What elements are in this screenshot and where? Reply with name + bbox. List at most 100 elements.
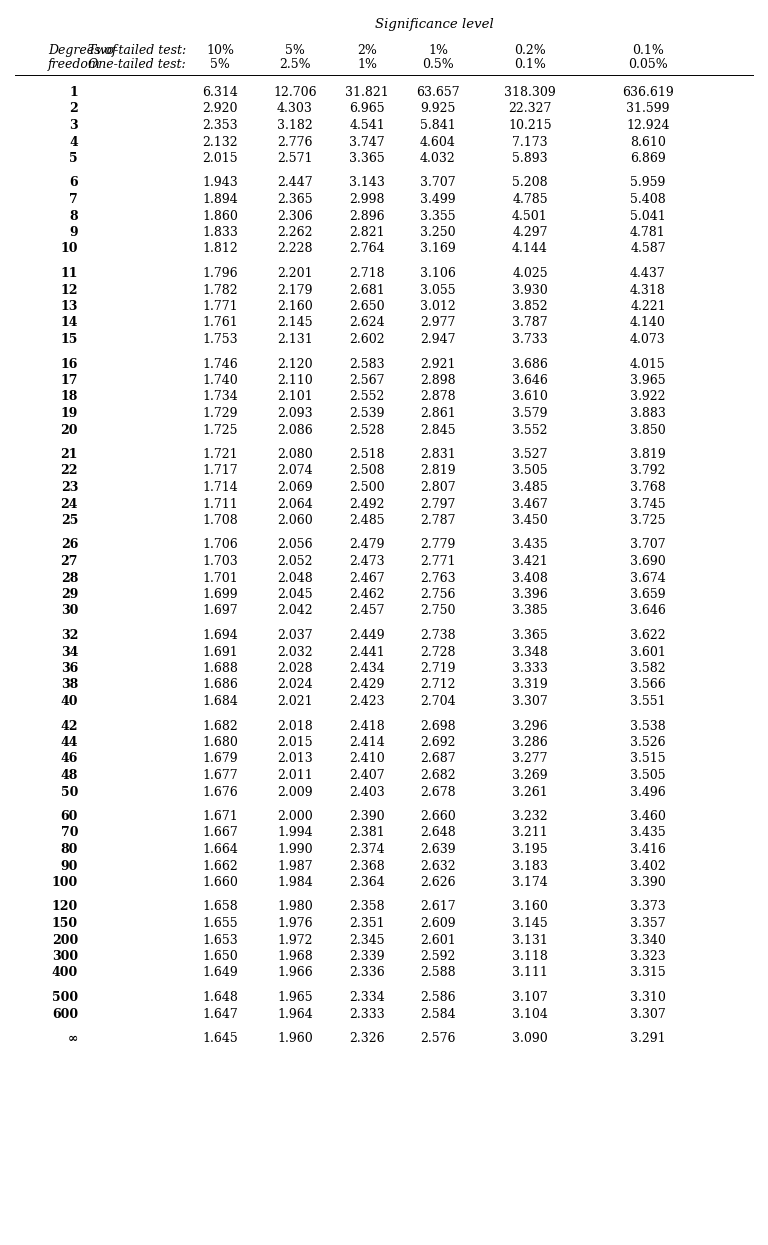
Text: 0.2%: 0.2% bbox=[514, 44, 546, 57]
Text: 2.414: 2.414 bbox=[349, 736, 385, 749]
Text: 2.179: 2.179 bbox=[277, 284, 313, 296]
Text: 1%: 1% bbox=[428, 44, 448, 57]
Text: 4.785: 4.785 bbox=[512, 193, 548, 205]
Text: 3.160: 3.160 bbox=[512, 900, 548, 914]
Text: 3.143: 3.143 bbox=[349, 177, 385, 189]
Text: 3.792: 3.792 bbox=[631, 464, 666, 478]
Text: 4.604: 4.604 bbox=[420, 136, 456, 148]
Text: 2.060: 2.060 bbox=[277, 514, 313, 527]
Text: 3.768: 3.768 bbox=[630, 481, 666, 494]
Text: 2.110: 2.110 bbox=[277, 374, 313, 387]
Text: 3.055: 3.055 bbox=[420, 284, 456, 296]
Text: 3.277: 3.277 bbox=[512, 752, 548, 766]
Text: 1.645: 1.645 bbox=[202, 1032, 238, 1045]
Text: 3.622: 3.622 bbox=[631, 629, 666, 642]
Text: 5%: 5% bbox=[210, 59, 230, 71]
Text: 2.624: 2.624 bbox=[349, 316, 385, 330]
Text: 2.024: 2.024 bbox=[277, 679, 313, 691]
Text: 2.080: 2.080 bbox=[277, 448, 313, 461]
Text: ∞: ∞ bbox=[68, 1032, 78, 1045]
Text: 1.980: 1.980 bbox=[277, 900, 313, 914]
Text: 3.396: 3.396 bbox=[512, 588, 548, 601]
Text: 17: 17 bbox=[61, 374, 78, 387]
Text: 8.610: 8.610 bbox=[630, 136, 666, 148]
Text: 2.052: 2.052 bbox=[277, 555, 313, 568]
Text: 2.592: 2.592 bbox=[420, 950, 455, 962]
Text: 3.496: 3.496 bbox=[630, 786, 666, 798]
Text: 2.571: 2.571 bbox=[277, 152, 313, 166]
Text: 3.310: 3.310 bbox=[630, 991, 666, 1003]
Text: 2.764: 2.764 bbox=[349, 243, 385, 255]
Text: 2.719: 2.719 bbox=[420, 662, 455, 675]
Text: 3.725: 3.725 bbox=[631, 514, 666, 527]
Text: 1.671: 1.671 bbox=[202, 810, 238, 823]
Text: 1.994: 1.994 bbox=[277, 827, 313, 839]
Text: 3.195: 3.195 bbox=[512, 843, 548, 857]
Text: 3.515: 3.515 bbox=[631, 752, 666, 766]
Text: 12: 12 bbox=[61, 284, 78, 296]
Text: 12.706: 12.706 bbox=[273, 86, 317, 100]
Text: 3.883: 3.883 bbox=[630, 407, 666, 420]
Text: 7.173: 7.173 bbox=[512, 136, 548, 148]
Text: 3.450: 3.450 bbox=[512, 514, 548, 527]
Text: 200: 200 bbox=[51, 934, 78, 946]
Text: 1.782: 1.782 bbox=[202, 284, 238, 296]
Text: 2.368: 2.368 bbox=[349, 859, 385, 873]
Text: 2.650: 2.650 bbox=[349, 300, 385, 312]
Text: 3.435: 3.435 bbox=[630, 827, 666, 839]
Text: 2.018: 2.018 bbox=[277, 720, 313, 732]
Text: 1.734: 1.734 bbox=[202, 391, 238, 403]
Text: 48: 48 bbox=[61, 769, 78, 782]
Text: 2.776: 2.776 bbox=[277, 136, 313, 148]
Text: 2.358: 2.358 bbox=[349, 900, 385, 914]
Text: 2%: 2% bbox=[357, 44, 377, 57]
Text: 3.232: 3.232 bbox=[512, 810, 548, 823]
Text: 2.390: 2.390 bbox=[349, 810, 385, 823]
Text: 2.977: 2.977 bbox=[420, 316, 455, 330]
Text: 2.896: 2.896 bbox=[349, 209, 385, 223]
Text: 40: 40 bbox=[61, 695, 78, 708]
Text: 2.473: 2.473 bbox=[349, 555, 385, 568]
Text: 3.408: 3.408 bbox=[512, 571, 548, 584]
Text: 1.746: 1.746 bbox=[202, 357, 238, 371]
Text: 6: 6 bbox=[69, 177, 78, 189]
Text: 3.460: 3.460 bbox=[630, 810, 666, 823]
Text: 90: 90 bbox=[61, 859, 78, 873]
Text: 3.582: 3.582 bbox=[631, 662, 666, 675]
Text: 1.972: 1.972 bbox=[277, 934, 313, 946]
Text: 29: 29 bbox=[61, 588, 78, 601]
Text: 5.959: 5.959 bbox=[631, 177, 666, 189]
Text: 5.041: 5.041 bbox=[630, 209, 666, 223]
Text: 4.587: 4.587 bbox=[631, 243, 666, 255]
Text: 1.667: 1.667 bbox=[202, 827, 238, 839]
Text: 2.998: 2.998 bbox=[349, 193, 385, 205]
Text: 636.619: 636.619 bbox=[622, 86, 674, 100]
Text: 1.984: 1.984 bbox=[277, 876, 313, 889]
Text: 2.201: 2.201 bbox=[277, 266, 313, 280]
Text: 3.852: 3.852 bbox=[512, 300, 548, 312]
Text: 1.725: 1.725 bbox=[202, 423, 238, 437]
Text: 3.610: 3.610 bbox=[512, 391, 548, 403]
Text: 3.169: 3.169 bbox=[420, 243, 456, 255]
Text: 3.348: 3.348 bbox=[512, 645, 548, 659]
Text: 1.966: 1.966 bbox=[277, 966, 313, 980]
Text: 4.437: 4.437 bbox=[630, 266, 666, 280]
Text: 1.943: 1.943 bbox=[202, 177, 238, 189]
Text: 4.015: 4.015 bbox=[630, 357, 666, 371]
Text: 4.318: 4.318 bbox=[630, 284, 666, 296]
Text: 2.771: 2.771 bbox=[420, 555, 455, 568]
Text: 2.583: 2.583 bbox=[349, 357, 385, 371]
Text: 6.869: 6.869 bbox=[630, 152, 666, 166]
Text: 0.1%: 0.1% bbox=[514, 59, 546, 71]
Text: 3.355: 3.355 bbox=[420, 209, 456, 223]
Text: 5%: 5% bbox=[285, 44, 305, 57]
Text: 2.365: 2.365 bbox=[277, 193, 313, 205]
Text: 2.028: 2.028 bbox=[277, 662, 313, 675]
Text: 2.528: 2.528 bbox=[349, 423, 385, 437]
Text: 2.5%: 2.5% bbox=[280, 59, 311, 71]
Text: 2.345: 2.345 bbox=[349, 934, 385, 946]
Text: 22: 22 bbox=[61, 464, 78, 478]
Text: 3.467: 3.467 bbox=[512, 498, 548, 510]
Text: 2.013: 2.013 bbox=[277, 752, 313, 766]
Text: Two-tailed test:: Two-tailed test: bbox=[88, 44, 187, 57]
